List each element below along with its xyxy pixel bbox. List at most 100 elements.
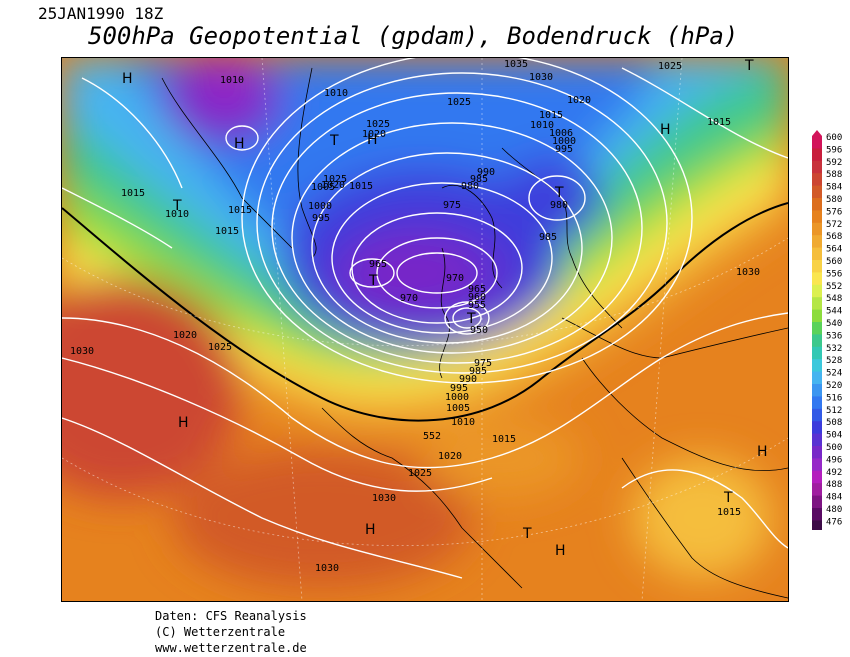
legend-label: 480	[826, 505, 842, 515]
map-title: 500hPa Geopotential (gpdam), Bodendruck …	[88, 22, 739, 50]
legend-swatch	[812, 222, 822, 236]
legend-label: 588	[826, 170, 842, 180]
high-pressure-center: H	[660, 122, 671, 138]
legend-label: 544	[826, 307, 842, 317]
isobar-label: 1030	[70, 346, 94, 357]
legend-label: 508	[826, 418, 842, 428]
copyright: (C) Wetterzentrale	[155, 625, 286, 639]
legend-swatch	[812, 136, 822, 149]
isobar-label: 1010	[220, 75, 244, 86]
legend-swatch	[812, 446, 822, 459]
isobar-label: 1015	[539, 110, 563, 121]
legend-swatch	[812, 421, 822, 435]
legend-swatch	[812, 284, 822, 298]
isobar-label: 970	[446, 273, 464, 284]
isobar-label: 975	[443, 200, 461, 211]
legend-swatch	[812, 520, 822, 530]
legend-label: 584	[826, 183, 842, 193]
isobar-label: 1035	[504, 59, 528, 70]
low-pressure-center: T	[368, 273, 378, 289]
high-pressure-center: H	[367, 132, 378, 148]
legend-swatch	[812, 396, 822, 410]
isobar-label: 1030	[315, 563, 339, 574]
legend-label: 572	[826, 220, 842, 230]
legend-label: 596	[826, 145, 842, 155]
high-pressure-center: H	[757, 444, 768, 460]
legend-label: 600	[826, 133, 842, 143]
high-pressure-center: H	[555, 543, 566, 559]
isobar-label: 980	[550, 200, 568, 211]
legend-swatch	[812, 148, 822, 162]
legend-label: 524	[826, 369, 842, 379]
isobar-label: 980	[461, 181, 479, 192]
legend-swatch	[812, 160, 822, 174]
legend-label: 532	[826, 344, 842, 354]
legend-label: 516	[826, 393, 842, 403]
legend-label: 552	[826, 282, 842, 292]
isobar-label: 1015	[121, 188, 145, 199]
isobar-label: 995	[555, 144, 573, 155]
low-pressure-center: T	[554, 185, 564, 201]
isobar-label: 1025	[366, 119, 390, 130]
isobar-label: 1015	[492, 434, 516, 445]
isobar-label: 1005	[311, 182, 335, 193]
high-pressure-center: H	[62, 58, 73, 62]
isobar-label: 985	[470, 174, 488, 185]
legend-labels: 600 596 592 588 584 580 576 572 568 564 560 556 552 5…	[826, 133, 842, 527]
isobar-label: 1025	[208, 342, 232, 353]
legend-swatch	[812, 359, 822, 373]
isobar-label: 990	[477, 167, 495, 178]
legend-label: 564	[826, 245, 842, 255]
legend-swatch	[812, 371, 822, 385]
legend-swatch	[812, 433, 822, 447]
high-pressure-center: H	[234, 136, 245, 152]
isobar-label: 1000	[445, 392, 469, 403]
legend-swatch	[812, 346, 822, 360]
isobar-label: 1025	[658, 61, 682, 72]
legend-label: 520	[826, 381, 842, 391]
isobar-label: 1010	[324, 88, 348, 99]
legend-label: 568	[826, 232, 842, 242]
isobar-label: 1015	[707, 117, 731, 128]
legend-label: 496	[826, 455, 842, 465]
isobar-label: 1015	[228, 205, 252, 216]
high-pressure-center: H	[122, 71, 133, 87]
isobar-label: 1006	[549, 128, 573, 139]
isobar-label: 1025	[323, 174, 347, 185]
high-pressure-center: H	[178, 415, 189, 431]
isobar-label: 995	[312, 213, 330, 224]
isobar-label: 1025	[447, 97, 471, 108]
high-pressure-center: H	[365, 522, 376, 538]
isobar-label: 1010	[530, 120, 554, 131]
legend-swatch	[812, 322, 822, 335]
isobar-label: 1020	[321, 180, 345, 191]
color-legend: 600 596 592 588 584 580 576 572 568 564 560 556 552 5…	[812, 130, 842, 530]
isobar-label: 1030	[736, 267, 760, 278]
legend-label: 560	[826, 257, 842, 267]
legend-label: 500	[826, 443, 842, 453]
legend-swatch	[812, 483, 822, 497]
legend-swatches	[812, 130, 822, 530]
isobar-label: 985	[469, 366, 487, 377]
isobar-label: 970	[400, 293, 418, 304]
legend-swatch	[812, 470, 822, 484]
legend-swatch	[812, 272, 822, 286]
geopotential-field	[62, 58, 788, 601]
legend-swatch	[812, 458, 822, 472]
legend-swatch	[812, 508, 822, 521]
legend-swatch	[812, 334, 822, 348]
legend-label: 484	[826, 493, 842, 503]
legend-label: 548	[826, 294, 842, 304]
isobar-label: 1015	[215, 226, 239, 237]
isobar-label: 955	[468, 300, 486, 311]
website: www.wetterzentrale.de	[155, 641, 307, 655]
legend-label: 488	[826, 480, 842, 490]
low-pressure-center: T	[723, 490, 733, 506]
legend-swatch	[812, 408, 822, 422]
legend-label: 528	[826, 356, 842, 366]
legend-label: 592	[826, 158, 842, 168]
isobar-label: 1000	[552, 136, 576, 147]
isobar-label: 990	[459, 374, 477, 385]
isobar-label: 965	[369, 259, 387, 270]
legend-swatch	[812, 198, 822, 211]
